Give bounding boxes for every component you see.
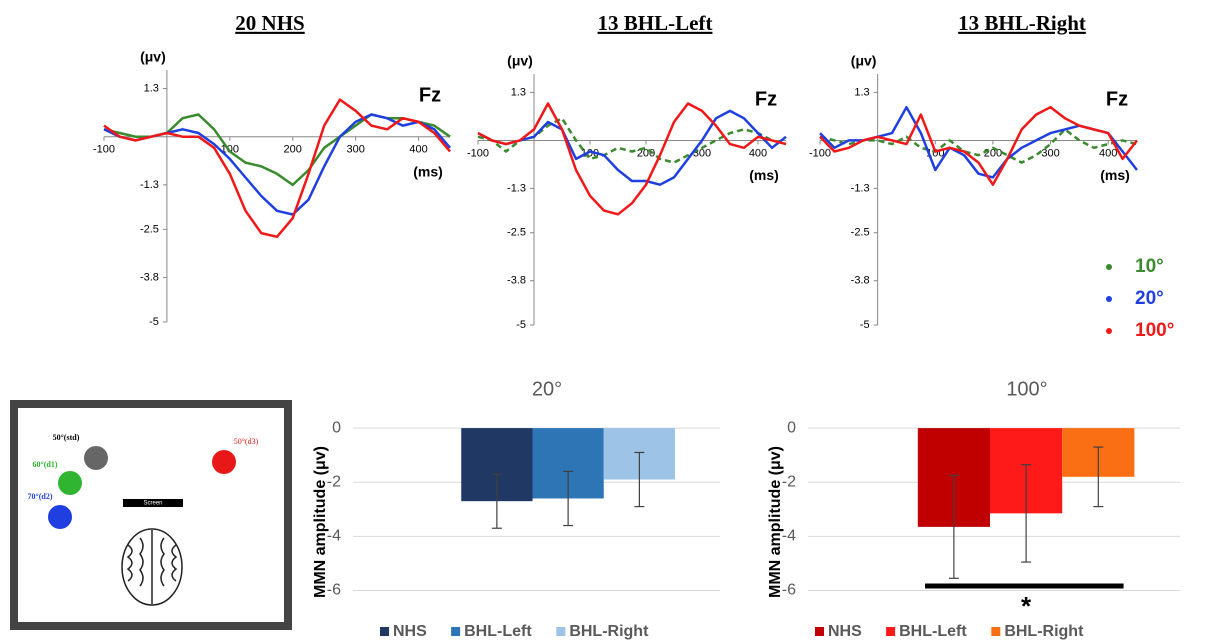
erp-line	[819, 105, 1138, 186]
legend-swatch	[815, 627, 824, 636]
erp-line	[477, 102, 787, 216]
error-bar	[634, 451, 645, 508]
x-axis-label: (ms)	[1100, 167, 1130, 183]
y-tick-label: 1.3	[144, 82, 159, 94]
erp-line	[819, 105, 1138, 179]
y-tick-label: -2.5	[140, 223, 159, 235]
y-tick-label: 1.3	[511, 86, 526, 98]
speaker-d3	[212, 450, 236, 474]
y-tick-label: -4	[782, 528, 796, 545]
y-tick-label: -2	[327, 473, 341, 490]
speaker-std	[84, 446, 108, 470]
legend-swatch	[380, 627, 389, 636]
screen	[123, 499, 183, 507]
brain	[121, 528, 183, 606]
legend-label: 10°	[1135, 256, 1164, 277]
erp-line	[477, 117, 787, 164]
x-axis-label: (ms)	[413, 163, 443, 179]
erp-line	[819, 128, 1138, 164]
legend-label: 100°	[1135, 320, 1174, 341]
error-bar	[948, 474, 959, 579]
y-tick-label: -2	[782, 473, 796, 490]
legend-marker	[1106, 296, 1112, 302]
setup-diagram: 50°(std) 60°(d1) 70°(d2) 50°(d3) Screen	[10, 400, 292, 630]
y-tick-label: -6	[327, 582, 341, 599]
y-axis-label: (μv)	[851, 53, 877, 69]
x-tick-label: 400	[409, 144, 427, 156]
y-tick-label: -1.3	[507, 182, 526, 194]
y-tick-label: -5	[860, 319, 870, 331]
x-tick-label: -100	[93, 144, 115, 156]
annotation: Fz	[419, 84, 441, 106]
error-bar	[491, 473, 502, 529]
speaker-label: 70°(d2)	[28, 492, 53, 501]
x-axis-label: (ms)	[749, 167, 779, 183]
error-bar	[1093, 446, 1104, 508]
speaker-d1	[58, 471, 82, 495]
chart-title: 13 BHL-Left	[598, 11, 713, 35]
legend-label: NHS	[393, 623, 427, 640]
speaker-label: 60°(d1)	[33, 460, 58, 469]
x-tick-label: 400	[749, 147, 767, 159]
y-axis-label: MMN amplitude (μv)	[312, 446, 329, 598]
legend-swatch	[991, 627, 1001, 636]
legend-swatch	[886, 627, 896, 636]
error-bar	[1021, 464, 1032, 563]
y-tick-label: -2.5	[507, 227, 526, 239]
y-axis-label: (μv)	[140, 49, 166, 65]
y-tick-label: 1.3	[854, 86, 869, 98]
x-tick-label: -100	[467, 147, 489, 159]
erp-line	[477, 109, 787, 186]
speaker-label: 50°(d3)	[234, 437, 259, 446]
annotation: *	[1021, 591, 1032, 621]
chart-title: 20 NHS	[235, 11, 304, 35]
x-tick-label: 100	[581, 147, 599, 159]
y-tick-label: -5	[516, 319, 526, 331]
erp-line	[103, 98, 451, 239]
y-axis-label: (μv)	[507, 53, 533, 69]
legend-label: NHS	[828, 623, 862, 640]
y-tick-label: -3.8	[507, 275, 526, 287]
y-tick-label: -2.5	[851, 227, 870, 239]
chart-title: 20°	[532, 378, 562, 400]
legend-label: BHL-Left	[464, 623, 532, 640]
y-tick-label: -5	[149, 316, 159, 328]
erp-line	[103, 113, 451, 216]
error-bar	[563, 470, 574, 527]
x-tick-label: 400	[1099, 147, 1117, 159]
annotation: Fz	[1106, 88, 1128, 110]
chart-title: 100°	[1006, 378, 1047, 400]
legend-swatch	[451, 627, 461, 636]
chart-title: 13 BHL-Right	[958, 11, 1086, 35]
x-tick-label: 200	[284, 144, 302, 156]
annotation: Fz	[755, 88, 777, 110]
y-tick-label: -1.3	[851, 182, 870, 194]
y-tick-label: -3.8	[851, 275, 870, 287]
legend-marker	[1106, 264, 1112, 270]
y-tick-label: 0	[787, 419, 796, 436]
x-tick-label: -100	[809, 147, 831, 159]
erp-line	[103, 113, 451, 187]
x-tick-label: 300	[1041, 147, 1059, 159]
legend-label: BHL-Left	[899, 623, 967, 640]
legend-swatch	[556, 627, 566, 636]
legend-label: 20°	[1135, 288, 1164, 309]
legend-label: BHL-Right	[569, 623, 649, 640]
y-tick-label: -3.8	[140, 271, 159, 283]
y-tick-label: -1.3	[140, 179, 159, 191]
legend-marker	[1106, 328, 1112, 334]
y-tick-label: -4	[327, 528, 341, 545]
legend-label: BHL-Right	[1004, 623, 1084, 640]
screen-label: Screen	[143, 501, 162, 507]
y-tick-label: 0	[332, 419, 341, 436]
speaker-d2	[48, 505, 72, 529]
x-tick-label: 300	[346, 144, 364, 156]
y-axis-label: MMN amplitude (μv)	[767, 446, 784, 598]
y-tick-label: -6	[782, 582, 796, 599]
speaker-label: 50°(std)	[53, 433, 80, 442]
